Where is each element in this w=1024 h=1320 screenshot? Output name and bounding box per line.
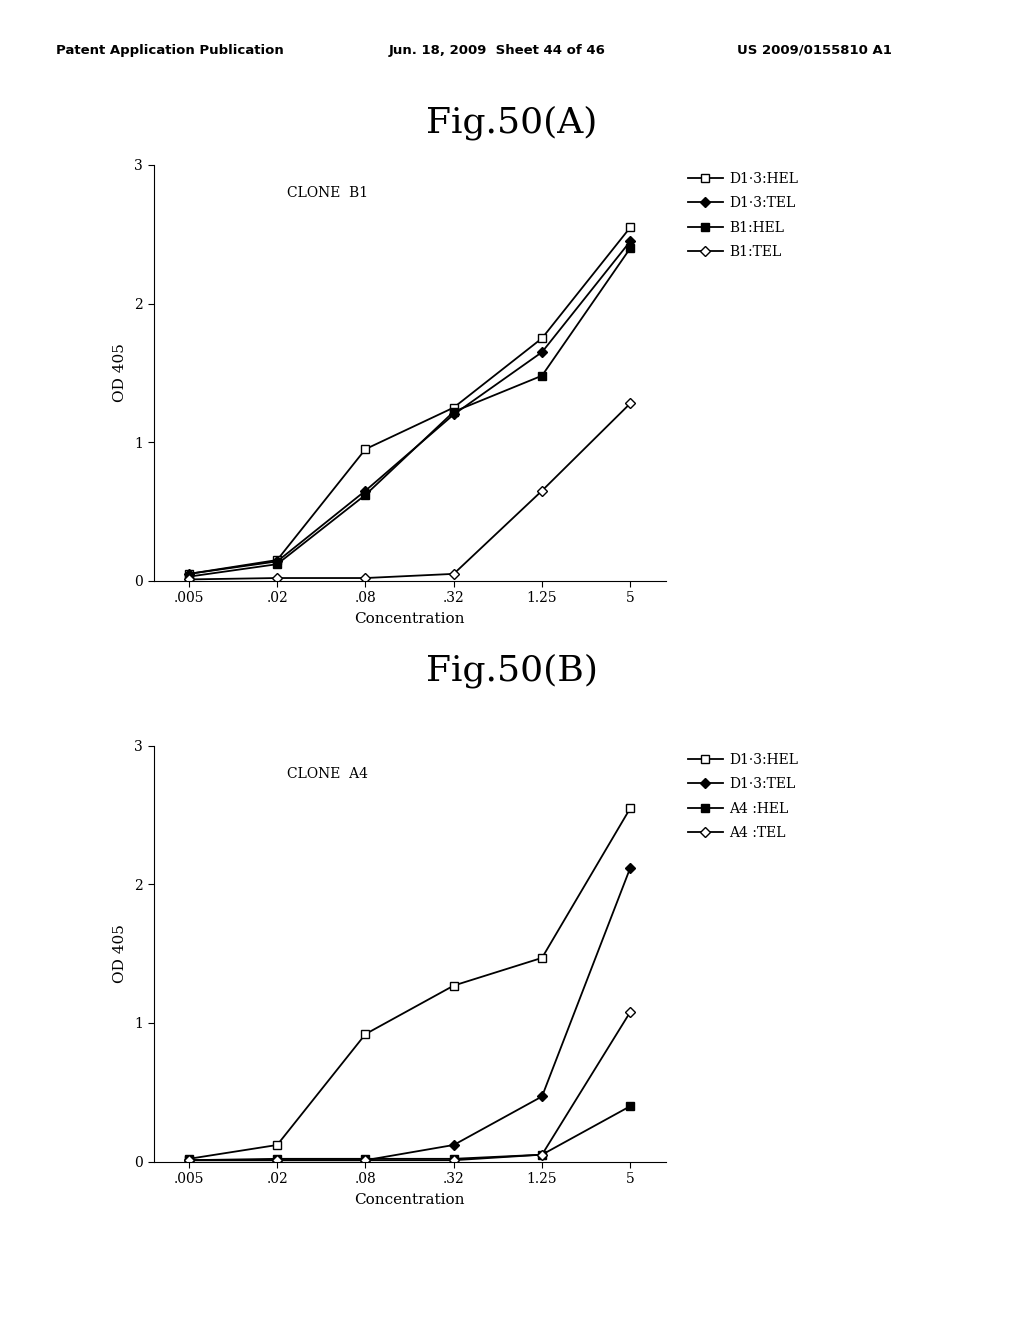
Legend: D1·3:HEL, D1·3:TEL, A4 :HEL, A4 :TEL: D1·3:HEL, D1·3:TEL, A4 :HEL, A4 :TEL [688,752,799,840]
X-axis label: Concentration: Concentration [354,1193,465,1206]
Text: Jun. 18, 2009  Sheet 44 of 46: Jun. 18, 2009 Sheet 44 of 46 [389,44,606,57]
Text: Patent Application Publication: Patent Application Publication [56,44,284,57]
Text: Fig.50(A): Fig.50(A) [426,106,598,140]
Y-axis label: OD 405: OD 405 [114,343,127,403]
Text: Fig.50(B): Fig.50(B) [426,653,598,688]
Text: US 2009/0155810 A1: US 2009/0155810 A1 [737,44,892,57]
Y-axis label: OD 405: OD 405 [114,924,127,983]
Legend: D1·3:HEL, D1·3:TEL, B1:HEL, B1:TEL: D1·3:HEL, D1·3:TEL, B1:HEL, B1:TEL [688,172,799,259]
Text: CLONE  A4: CLONE A4 [287,767,368,780]
Text: CLONE  B1: CLONE B1 [287,186,368,199]
X-axis label: Concentration: Concentration [354,612,465,626]
